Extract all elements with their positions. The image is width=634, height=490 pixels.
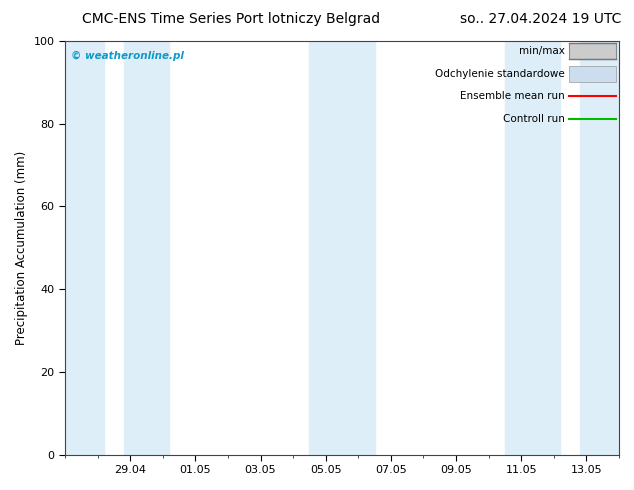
Text: Odchylenie standardowe: Odchylenie standardowe [435,69,565,79]
Bar [569,43,616,59]
Bar [569,66,616,81]
Text: so.. 27.04.2024 19 UTC: so.. 27.04.2024 19 UTC [460,12,621,26]
Text: Controll run: Controll run [503,114,565,124]
Bar [505,41,560,455]
Text: © weatheronline.pl: © weatheronline.pl [70,51,183,61]
Bar [580,41,619,455]
Text: Ensemble mean run: Ensemble mean run [460,92,565,101]
Bar [309,41,375,455]
Bar [124,41,169,455]
Y-axis label: Precipitation Accumulation (mm): Precipitation Accumulation (mm) [15,151,28,345]
Bar [65,41,104,455]
Text: CMC-ENS Time Series Port lotniczy Belgrad: CMC-ENS Time Series Port lotniczy Belgra… [82,12,380,26]
Text: min/max: min/max [519,46,565,56]
